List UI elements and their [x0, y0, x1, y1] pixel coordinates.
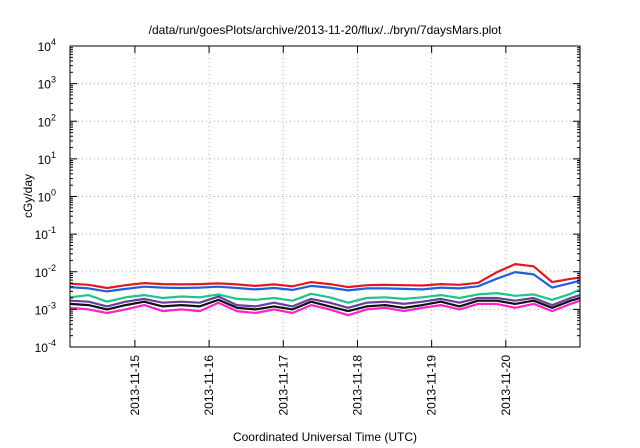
chart-title: /data/run/goesPlots/archive/2013-11-20/f…	[149, 23, 502, 37]
y-tick-label: 102	[38, 112, 56, 129]
axis-ticks: 10-4 10-3 10-2 10-1 100 101 102 103 104 2013-11-1…	[35, 37, 580, 416]
x-tick-label: 2013-11-20	[499, 355, 513, 416]
y-tick-label: 101	[38, 150, 56, 167]
series-line-6	[69, 299, 581, 317]
y-tick-label: 10-2	[35, 263, 56, 280]
y-tick-label: 103	[38, 75, 56, 92]
y-axis-label: cGy/day	[21, 174, 35, 218]
series-line-1	[69, 263, 581, 290]
x-tick-label: 2013-11-17	[276, 355, 290, 416]
y-tick-label: 10-4	[35, 338, 56, 355]
y-tick-label: 104	[38, 37, 56, 54]
x-tick-label: 2013-11-15	[128, 355, 142, 416]
y-tick-label: 10-1	[35, 225, 56, 242]
y-tick-label: 100	[38, 188, 56, 205]
series-line-2	[69, 271, 581, 293]
x-tick-label: 2013-11-19	[425, 355, 439, 416]
x-axis-label: Coordinated Universal Time (UTC)	[233, 430, 417, 444]
x-tick-label: 2013-11-18	[350, 355, 364, 416]
grid	[70, 46, 580, 347]
series-line-3	[69, 288, 581, 304]
series-line-4	[69, 294, 581, 309]
series-line-5	[69, 296, 581, 313]
y-tick-label: 10-3	[35, 300, 56, 317]
x-tick-label: 2013-11-16	[202, 355, 216, 416]
plot-lines	[69, 263, 581, 317]
